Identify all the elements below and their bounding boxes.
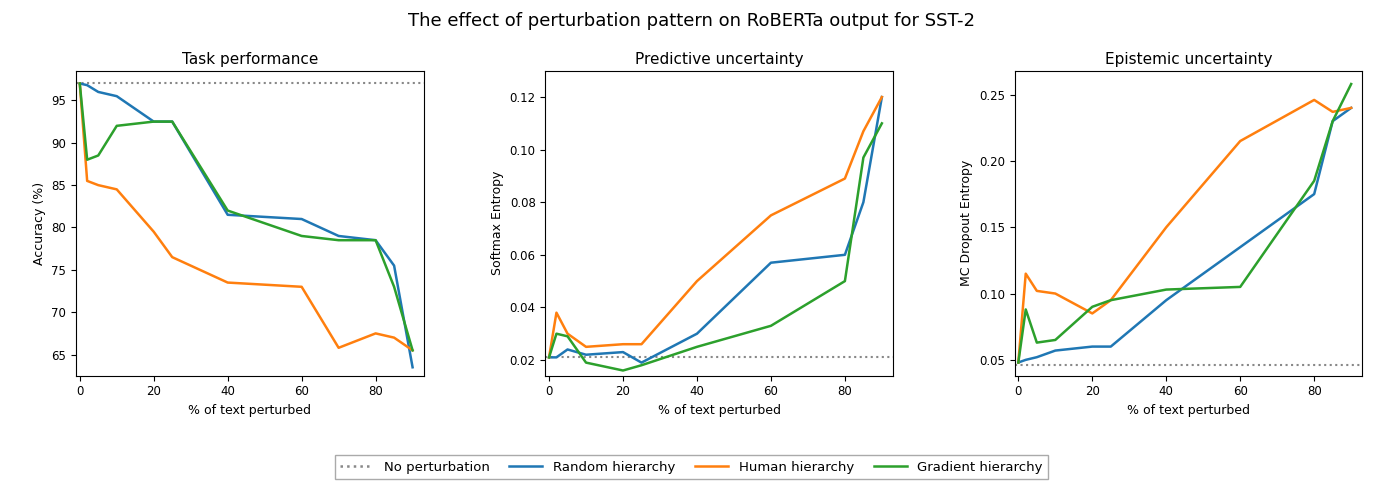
Title: Predictive uncertainty: Predictive uncertainty (635, 52, 804, 67)
Legend: No perturbation, Random hierarchy, Human hierarchy, Gradient hierarchy: No perturbation, Random hierarchy, Human… (335, 455, 1048, 479)
Title: Epistemic uncertainty: Epistemic uncertainty (1105, 52, 1272, 67)
Y-axis label: MC Dropout Entropy: MC Dropout Entropy (960, 160, 974, 286)
X-axis label: % of text perturbed: % of text perturbed (658, 404, 780, 417)
Title: Task performance: Task performance (181, 52, 318, 67)
Y-axis label: Accuracy (%): Accuracy (%) (33, 182, 46, 265)
Y-axis label: Softmax Entropy: Softmax Entropy (491, 171, 503, 275)
X-axis label: % of text perturbed: % of text perturbed (1127, 404, 1250, 417)
Text: The effect of perturbation pattern on RoBERTa output for SST-2: The effect of perturbation pattern on Ro… (408, 12, 975, 30)
X-axis label: % of text perturbed: % of text perturbed (188, 404, 311, 417)
